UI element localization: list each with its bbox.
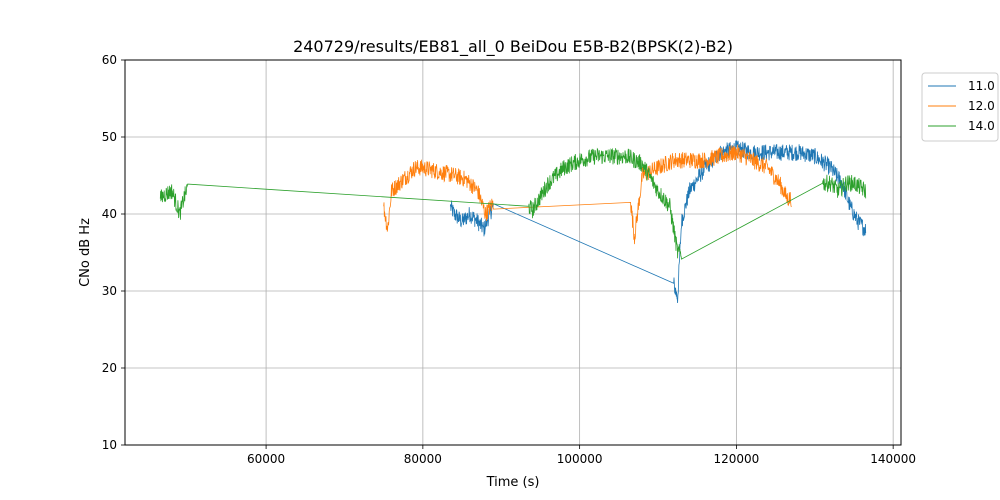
x-tick-label: 120000 [713, 452, 759, 466]
x-tick-label: 80000 [404, 452, 442, 466]
y-tick-label: 10 [102, 438, 117, 452]
x-tick-label: 100000 [557, 452, 603, 466]
legend: 11.0 12.0 14.0 [921, 72, 999, 142]
series-layer [159, 140, 867, 304]
gridlines [125, 59, 901, 446]
x-tick-label: 60000 [247, 452, 285, 466]
y-tick-label: 20 [102, 361, 117, 375]
y-tick-label: 60 [102, 53, 117, 67]
y-axis-label: CNo dB Hz [78, 218, 93, 287]
legend-label: 11.0 [968, 79, 995, 93]
chart-title: 240729/results/EB81_all_0 BeiDou E5B-B2(… [293, 37, 733, 57]
x-axis-label: Time (s) [486, 475, 540, 490]
series-line-14-0 [159, 147, 867, 260]
legend-label: 12.0 [968, 99, 995, 113]
x-tick-label: 140000 [870, 452, 916, 466]
legend-box [921, 72, 999, 142]
ticks: 60000 80000 100000 120000 140000 10 20 30 40 50 60 [102, 53, 916, 466]
plot-frame [124, 59, 902, 446]
legend-label: 14.0 [968, 119, 995, 133]
y-tick-label: 40 [102, 207, 117, 221]
y-tick-label: 30 [102, 284, 117, 298]
y-tick-label: 50 [102, 130, 117, 144]
series-line-12-0 [383, 144, 792, 245]
